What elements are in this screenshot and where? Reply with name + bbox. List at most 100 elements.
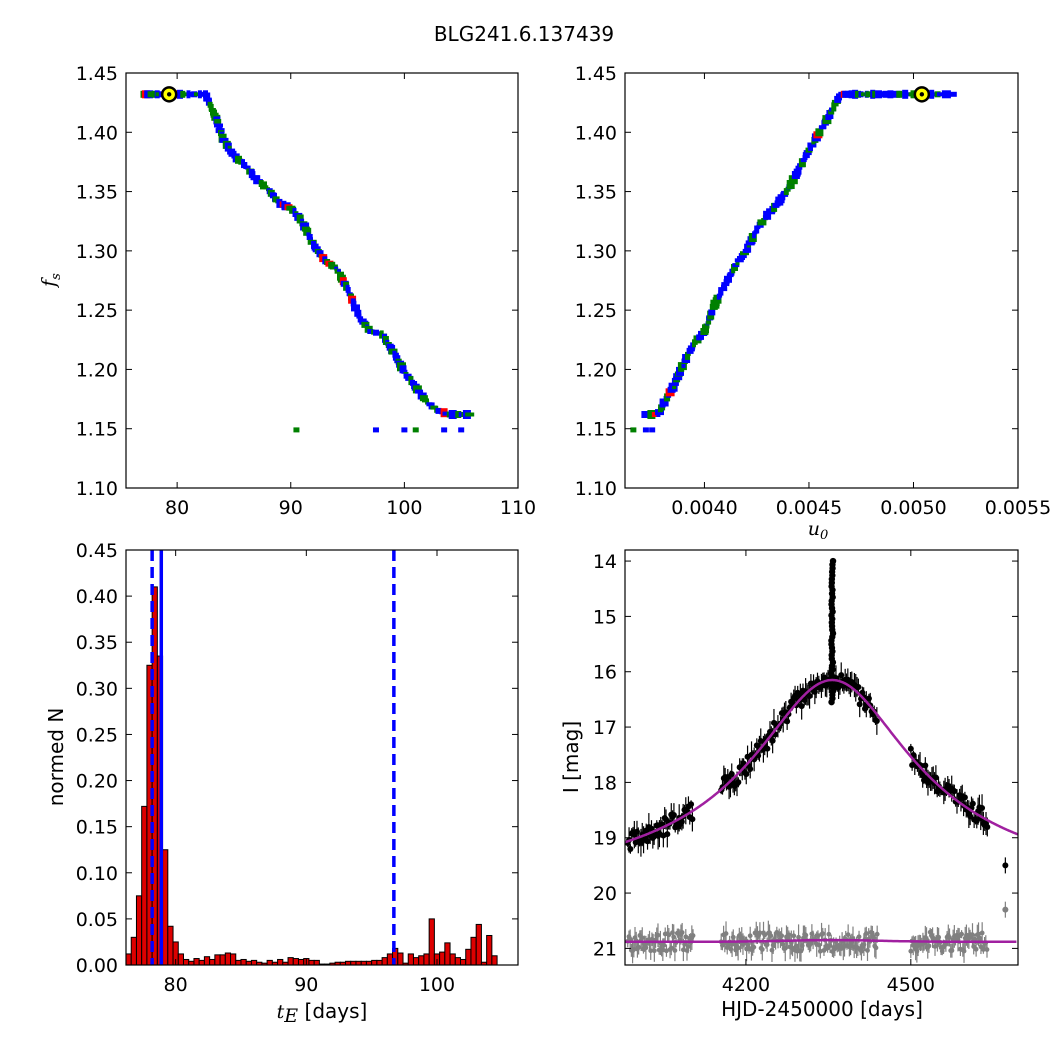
- hist-bar: [203, 956, 211, 966]
- y-tick-label: 0.10: [76, 863, 118, 885]
- residual-point: [730, 934, 736, 940]
- residual-point: [863, 931, 869, 936]
- hist-bar: [214, 954, 221, 966]
- chain-point: [647, 410, 655, 419]
- hist-bar: [418, 955, 425, 966]
- y-tick-label: 1.35: [76, 182, 118, 204]
- model-curve: [625, 678, 1018, 844]
- data-point: [664, 831, 671, 838]
- best-fit-center: [166, 92, 172, 97]
- data-point: [769, 737, 776, 744]
- chain-point: [465, 412, 475, 417]
- axes-frame: [624, 549, 1019, 966]
- y-tick-label: 1.20: [575, 359, 617, 381]
- x-tick-label: 90: [294, 974, 318, 996]
- chain-point: [702, 324, 709, 334]
- hist-bar: [177, 953, 184, 966]
- chain-point: [818, 126, 823, 134]
- x-tick-label: 80: [164, 974, 188, 996]
- chain-point: [214, 119, 222, 127]
- residual-point: [759, 947, 765, 952]
- hist-bar: [376, 959, 383, 966]
- chain-point: [329, 264, 338, 270]
- hist-bar: [491, 955, 498, 966]
- hist-bar: [371, 959, 378, 966]
- axes-frame: [125, 72, 519, 489]
- hist-bar: [130, 936, 137, 966]
- residual-point: [856, 934, 862, 940]
- y-tick-label: 20: [593, 883, 617, 905]
- y-tick-label: 19: [593, 828, 617, 850]
- best-fit-center: [919, 92, 925, 97]
- chain-point: [721, 284, 727, 289]
- residual-point: [845, 932, 851, 938]
- chain-point: [373, 329, 379, 336]
- hist-bar: [135, 895, 143, 966]
- chain-point: [757, 219, 767, 226]
- hist-bar: [162, 849, 169, 966]
- y-tick-label: 1.10: [76, 478, 118, 500]
- y-tick-label: 0.40: [76, 586, 118, 608]
- panel-fs-vs-u0: 0.0040 0.0045 0.0050 0.0055 1.10 1.15 1.20 1.25…: [575, 63, 1050, 543]
- residual-point: [826, 931, 832, 937]
- chain-point: [744, 243, 752, 253]
- residual-point: [762, 932, 768, 938]
- hist-bar: [407, 953, 414, 966]
- hist-bar: [486, 934, 493, 966]
- hist-bar: [475, 923, 482, 966]
- chain-point: [412, 427, 419, 433]
- hist-bar: [397, 952, 404, 966]
- chain-point: [401, 369, 408, 374]
- x-tick-label: 0.0040: [671, 497, 737, 519]
- chain-point: [740, 251, 749, 256]
- residual-point: [664, 948, 669, 954]
- data-point: [1002, 906, 1009, 913]
- residual-point: [817, 948, 823, 954]
- y-axis-label: normed N: [44, 708, 68, 807]
- hist-bar: [141, 805, 148, 966]
- residual-point: [672, 948, 678, 953]
- residual-point: [666, 932, 672, 938]
- y-tick-label: 1.20: [76, 359, 118, 381]
- hist-bar: [297, 958, 305, 966]
- chain-point: [649, 427, 656, 433]
- chain-point: [441, 427, 448, 433]
- chain-point: [177, 89, 183, 99]
- y-tick-label: 17: [593, 717, 617, 739]
- chain-point: [346, 287, 351, 296]
- chain-point: [731, 264, 738, 271]
- x-tick-label: 100: [386, 497, 422, 519]
- data-point: [743, 771, 750, 778]
- hist-bar: [381, 957, 388, 966]
- y-axis-label: I [mag]: [559, 721, 583, 793]
- residual-point: [874, 931, 880, 937]
- chain-point: [718, 287, 728, 292]
- residual-point: [671, 934, 677, 940]
- y-tick-label: 0.15: [76, 817, 118, 839]
- data-point: [856, 701, 863, 708]
- chain-point: [630, 427, 637, 433]
- chain-point: [276, 198, 283, 208]
- chain-point: [435, 407, 442, 414]
- x-tick-label: 90: [279, 497, 303, 519]
- hist-bar: [235, 959, 242, 966]
- residual-point: [636, 944, 642, 950]
- chain-point: [896, 90, 903, 98]
- hist-bar: [209, 958, 216, 966]
- chain-point: [181, 92, 190, 97]
- chain-point: [357, 318, 367, 323]
- chain-point: [905, 92, 911, 97]
- data-point: [1002, 862, 1009, 869]
- y-tick-label: 0.30: [76, 678, 118, 700]
- y-axis-label: fs: [38, 273, 64, 289]
- residual-point: [680, 947, 686, 953]
- chain-point: [303, 227, 312, 236]
- y-tick-label: 1.25: [76, 300, 118, 322]
- chain-point: [372, 427, 379, 433]
- y-tick-label: 0.45: [76, 540, 118, 562]
- hist-bar: [182, 958, 190, 966]
- residual-point: [959, 931, 965, 937]
- data-point: [735, 779, 742, 786]
- chain-point: [151, 90, 157, 98]
- residual-point: [926, 943, 932, 949]
